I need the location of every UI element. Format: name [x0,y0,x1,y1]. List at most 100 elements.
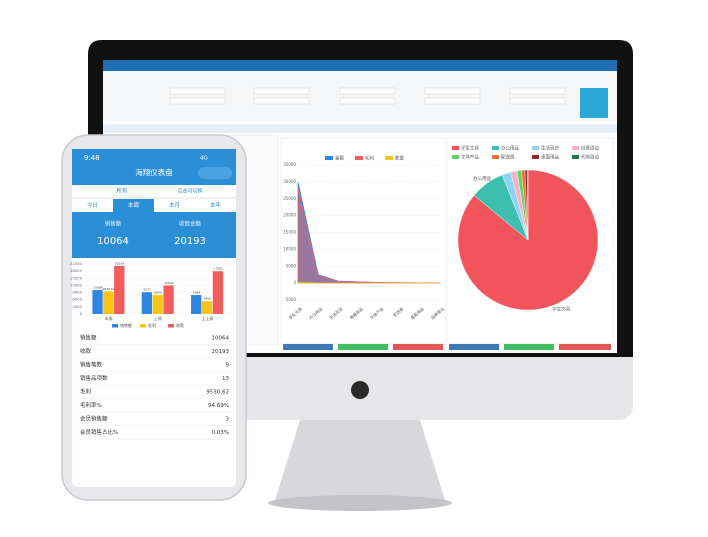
legend-swatch [492,155,499,159]
bar [212,271,224,314]
pie-slice [526,169,529,241]
legend-swatch [452,146,459,150]
y-tick-label: 35000 [283,162,296,167]
legend-swatch [572,155,579,159]
legend-swatch [532,146,539,150]
slice-label: 学生文具 [552,305,570,312]
bottom-buttons [283,344,611,350]
form-fields [169,87,566,105]
tab[interactable]: 本月 [169,201,180,209]
tab[interactable]: 今日 [87,201,98,209]
query-button[interactable] [580,88,608,118]
legend-label: 文体产品 [461,154,479,161]
button[interactable] [449,344,499,350]
row-label: 销售品项数 [80,374,108,382]
legend-swatch [140,324,146,328]
bar [141,292,153,314]
row-label: 毛利 [80,388,91,396]
button[interactable] [393,344,443,350]
data-label: 12000 [164,281,174,285]
y-tick-label: 6000 [72,297,82,302]
legend-label: 毛利 [365,155,374,162]
y-tick-label: 15000 [70,275,83,280]
y-tick-label: 30000 [283,179,296,184]
data-label: 9530.62 [102,287,114,291]
data-label: 17961 [213,267,223,271]
x-tick-label: 上周 [154,315,162,321]
row-value: 3 [226,417,230,423]
menu-capsule[interactable] [198,167,232,179]
tab-active [113,199,154,212]
legend-label: 金额 [335,155,344,162]
tab[interactable]: 本周 [128,201,139,209]
legend-swatch [168,324,174,328]
legend-swatch [112,324,118,328]
legend-swatch [355,156,363,160]
area [297,281,441,284]
y-tick-label: 15000 [283,230,296,235]
row-label: 毛利率% [80,401,102,409]
legend-label: 代购周边 [581,154,599,161]
tab[interactable]: 本年 [210,201,222,209]
button[interactable] [338,344,388,350]
report-tabs [103,124,617,133]
legend-label: 毛利 [148,322,156,328]
row-label: 销售额 [80,334,97,342]
row-label: 会员销售额 [80,415,108,423]
legend-label: 创意周边 [581,145,599,152]
legend-swatch [385,156,393,160]
y-tick-label: 25000 [283,196,296,201]
bar [163,285,174,314]
y-tick-label: 21000 [70,261,83,266]
y-tick-label: 3000 [72,304,82,309]
data-label: 20193 [115,261,125,265]
status-network: 4G [200,156,208,162]
bar [103,291,114,314]
legend-label: 生活百货 [541,145,559,152]
y-tick-label: 9000 [72,290,82,295]
y-tick-label: 5000 [286,263,297,268]
kpi-panel [72,212,236,258]
row-value: 94.69% [208,403,229,409]
legend-label: 配送费 [501,154,515,161]
row-value: 20193 [212,349,230,355]
button[interactable] [559,344,611,350]
button[interactable] [504,344,554,350]
y-tick-label: 10000 [283,246,296,251]
data-label: 10064 [93,286,103,290]
row-value: 10064 [212,336,230,342]
bar [201,301,213,314]
legend-swatch [572,146,579,150]
kpi-label: 销售额 [105,220,122,228]
legend-swatch [325,156,333,160]
screen-header [103,60,617,71]
bar [92,290,103,314]
row-value: 9530.62 [206,390,229,396]
y-tick-label: -5000 [284,297,296,302]
x-tick-label: 上上周 [201,315,213,321]
phone-title: 海翔仪表盘 [135,167,173,177]
slice-label: 办公用品 [473,175,491,182]
filter-form [103,71,617,121]
row-value: 9 [226,363,230,369]
legend-label: 销售额 [120,322,132,328]
filter-hint[interactable]: 点击可切换 [177,188,202,195]
monitor-stand [275,420,445,500]
back-arrow-label[interactable]: 所有 [116,187,128,195]
data-label: 5400 [204,297,212,301]
data-label: 7964 [193,291,201,295]
legend-swatch [532,155,539,159]
row-label: 销售笔数 [80,361,103,369]
row-label: 会员销售占比% [80,428,118,436]
kpi-value: 10064 [97,236,129,247]
button[interactable] [283,344,333,350]
kpi-label: 收款金额 [179,220,202,228]
y-tick-label: 12000 [70,282,83,287]
legend-swatch [492,146,499,150]
bar [114,265,125,314]
data-label: 9171 [143,288,151,292]
row-label: 收款 [80,347,92,355]
data-label: 8000 [154,290,162,294]
x-tick-label: 本周 [105,315,113,321]
